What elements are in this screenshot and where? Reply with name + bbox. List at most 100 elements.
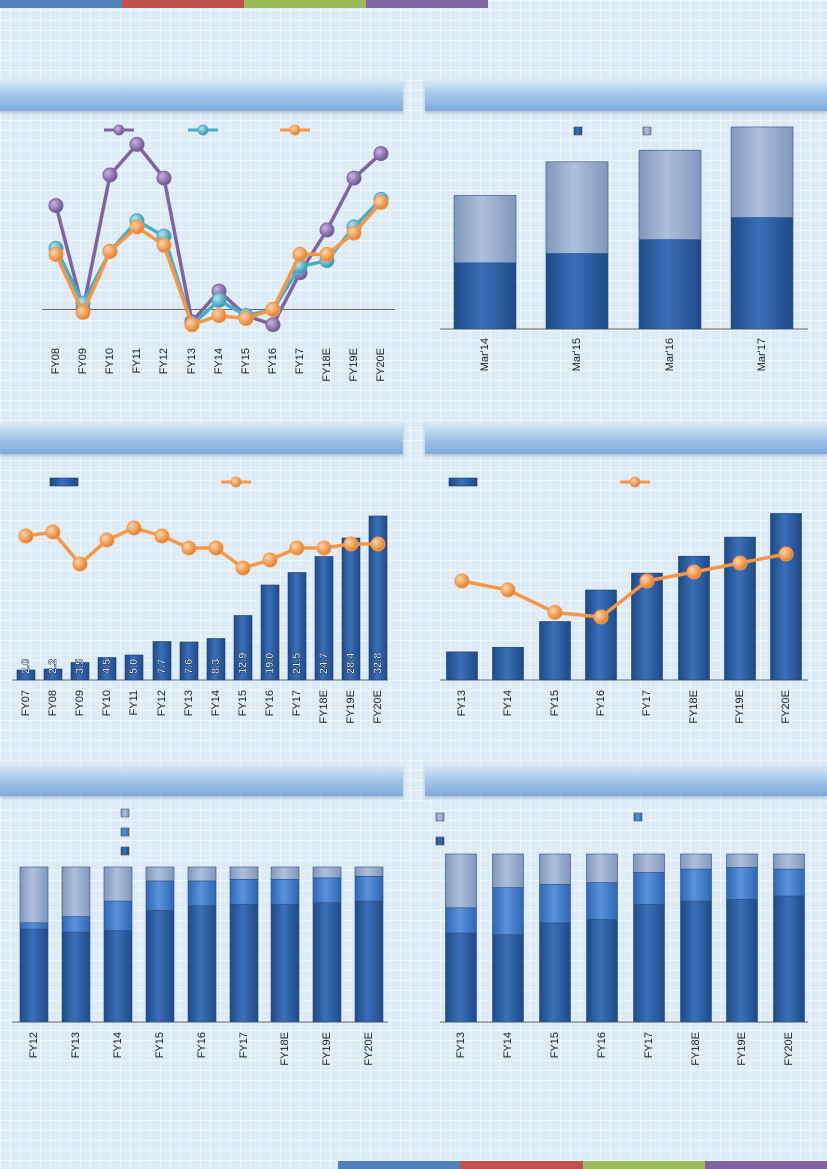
chart5-legend-2 [120, 827, 130, 837]
chart1-series-3-point [48, 246, 64, 262]
chart3-data-label: 5.0 [128, 659, 140, 674]
chart5-bar-s3 [19, 866, 49, 924]
chart3-data-label: 7.7 [156, 659, 168, 674]
chart1-x-tick-label: FY16 [267, 348, 279, 374]
strip-segment-purple [366, 0, 488, 8]
chart3-bar [16, 669, 36, 681]
chart4-x-tick-label: FY16 [595, 690, 607, 716]
strip-segment-blue [338, 1161, 461, 1169]
chart6-x-tick-label: FY14 [502, 1032, 514, 1058]
chart3-data-label: 4.5 [101, 659, 113, 674]
chart6-bar-s2 [492, 887, 524, 935]
chart6-x-tick-label: FY18E [690, 1032, 702, 1066]
chart3-data-label: 7.6 [183, 659, 195, 674]
chart6-x-tick-label: FY20E [783, 1032, 795, 1066]
chart1-series-3-point [292, 246, 308, 262]
chart6-bar-s1 [726, 899, 758, 1023]
chart1-x-tick-label: FY09 [77, 348, 89, 374]
chart1-series-3-point [265, 301, 281, 317]
top-color-strip [0, 0, 488, 8]
chart1-series-3-point [211, 308, 227, 324]
chart2-bar-s1 [730, 217, 794, 330]
chart6-bar-s2 [539, 883, 571, 924]
chart3-data-label: 19.0 [264, 653, 276, 674]
chart1-series-3-point [319, 246, 335, 262]
chart3-x-tick-label: FY14 [210, 690, 222, 716]
chart5-bar-s2 [103, 900, 133, 931]
chart6-x-tick-label: FY19E [736, 1032, 748, 1066]
chart5-bar-s1 [354, 900, 384, 1023]
chart6-bar-s1 [680, 900, 712, 1023]
chart2-x-tick-label: Mar'14 [479, 338, 491, 371]
chart3-x-tick-label: FY15 [237, 690, 249, 716]
chart1-series-3-point [346, 225, 362, 241]
chart6-x-tick-label: FY13 [455, 1032, 467, 1058]
chart3-x-tick-label: FY11 [128, 690, 140, 715]
chart6-x-tick-label: FY16 [596, 1032, 608, 1058]
chart4-bar [585, 589, 617, 681]
chart3-x-tick-label: FY18E [318, 690, 330, 724]
chart1-series-1-point [48, 198, 64, 214]
chart5-x-tick-label: FY18E [279, 1032, 291, 1066]
chart1-x-tick-label: FY20E [375, 348, 387, 382]
chart5-bar-s2 [19, 922, 49, 930]
chart3-data-label: 12.9 [237, 653, 249, 674]
chart-header-6 [425, 764, 827, 796]
chart1-series-1-point [129, 136, 145, 152]
chart3-line-point [208, 540, 224, 556]
chart6-bar-s3 [726, 853, 758, 868]
chart6-bar-s2 [586, 882, 618, 920]
chart3-bar [314, 556, 334, 681]
chart2-legend-1 [573, 126, 583, 136]
chart1-x-tick-label: FY18E [321, 348, 333, 382]
chart1-x-tick-label: FY11 [131, 348, 143, 373]
chart3-bar [233, 615, 253, 681]
chart5-x-tick-label: FY14 [112, 1032, 124, 1058]
chart3-line-point [343, 536, 359, 552]
chart5-bar-s1 [312, 902, 342, 1023]
chart5-x-tick-label: FY19E [321, 1032, 333, 1066]
chart1-series-3-point [129, 219, 145, 235]
chart4-x-tick-label: FY20E [780, 690, 792, 724]
chart3-bar [124, 654, 144, 681]
chart1-x-tick-label: FY12 [158, 348, 170, 374]
chart5-bar-s3 [103, 866, 133, 902]
chart3-legend-line-marker [230, 476, 242, 488]
chart1-legend-3-marker [289, 124, 301, 136]
chart5-bar-s3 [187, 866, 217, 882]
chart4-line-point [639, 573, 655, 589]
chart5-bar-s1 [270, 903, 300, 1023]
chart5-bar-s2 [145, 880, 175, 911]
chart1-x-tick-label: FY15 [240, 348, 252, 374]
chart4-bar [770, 513, 802, 681]
chart1-series-3-point [373, 195, 389, 210]
chart6-bar-s1 [445, 932, 477, 1023]
chart6-x-tick-label: FY15 [549, 1032, 561, 1058]
chart1-x-tick-label: FY13 [186, 348, 198, 374]
chart3-data-label: 2.2 [47, 659, 59, 674]
chart2-x-tick-label: Mar'15 [571, 338, 583, 371]
chart3-data-label: 2.0 [20, 659, 32, 674]
chart6-bar-s2 [445, 907, 477, 934]
chart6-bar-s2 [773, 868, 805, 897]
chart4-legend-bar [448, 477, 478, 487]
chart-header-4 [425, 422, 827, 454]
strip-segment-green [582, 1161, 705, 1169]
chart1-series-1-point [346, 170, 362, 186]
chart3-data-label: 28.4 [345, 652, 357, 674]
chart5-bar-s3 [61, 866, 91, 917]
chart-header-2 [425, 79, 827, 111]
chart3-x-tick-label: FY07 [20, 690, 32, 716]
strip-segment-purple [704, 1161, 827, 1169]
chart6-legend-1 [435, 812, 445, 822]
chart6-bar-s2 [726, 867, 758, 900]
chart4-line-point [593, 609, 609, 625]
chart6-x-tick-label: FY17 [643, 1032, 655, 1058]
chart3-line-point [262, 552, 278, 568]
chart3-data-label: 24.7 [318, 653, 330, 674]
chart1-series-1-point [265, 317, 281, 333]
chart1-series-3-point [102, 243, 118, 259]
chart4-bar [446, 651, 478, 681]
chart3-line-point [370, 536, 386, 552]
chart-header-3 [0, 422, 403, 454]
